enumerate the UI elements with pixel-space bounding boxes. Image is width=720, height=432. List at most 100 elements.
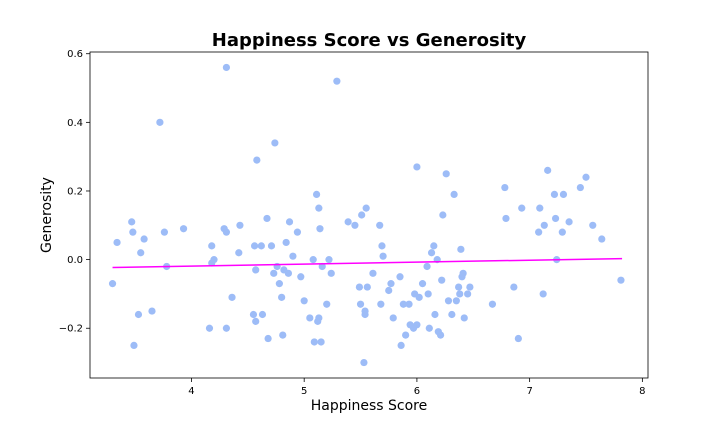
data-point xyxy=(129,228,137,236)
data-point xyxy=(379,252,387,260)
chart-title: Happiness Score vs Generosity xyxy=(212,30,527,51)
data-point xyxy=(510,283,518,291)
data-point xyxy=(356,300,365,308)
data-point xyxy=(413,163,421,171)
data-point xyxy=(264,334,272,343)
data-point xyxy=(108,280,117,288)
data-point xyxy=(250,242,259,250)
data-points xyxy=(108,63,625,367)
data-point xyxy=(514,334,522,343)
data-point xyxy=(130,341,138,349)
data-point xyxy=(387,280,395,288)
data-point xyxy=(228,293,236,301)
data-point xyxy=(466,283,474,291)
data-point xyxy=(297,273,305,281)
data-point xyxy=(293,228,302,236)
data-point xyxy=(205,324,214,332)
data-point xyxy=(284,269,292,277)
data-point xyxy=(559,190,568,199)
data-point xyxy=(425,324,433,332)
data-point xyxy=(544,166,552,174)
data-point xyxy=(396,273,404,281)
data-point xyxy=(351,221,359,229)
data-point xyxy=(363,283,371,291)
plot-frame xyxy=(89,51,649,379)
x-tick-label: 5 xyxy=(301,386,307,397)
data-point xyxy=(376,221,384,229)
data-point xyxy=(253,156,261,164)
data-point xyxy=(397,341,405,349)
data-point xyxy=(300,297,308,305)
data-point xyxy=(318,262,326,271)
data-point xyxy=(285,218,294,226)
data-point xyxy=(113,238,121,247)
data-point xyxy=(222,324,230,332)
data-point xyxy=(279,331,287,339)
x-axis-label: Happiness Score xyxy=(311,398,428,414)
data-point xyxy=(361,307,369,315)
data-point xyxy=(536,204,544,212)
data-point xyxy=(362,204,370,212)
data-point xyxy=(306,314,314,322)
data-point xyxy=(222,63,230,72)
data-point xyxy=(450,190,458,199)
data-point xyxy=(282,238,290,247)
data-point xyxy=(378,242,386,250)
data-point xyxy=(325,256,333,264)
axis-ticks: 4 5 6 7 8 −0.2 0.0 0.2 0.4 0.6 xyxy=(59,49,646,397)
data-point xyxy=(235,249,243,257)
y-axis-label: Generosity xyxy=(39,177,55,253)
data-point xyxy=(263,214,271,223)
trendline-layer xyxy=(112,257,623,269)
data-point xyxy=(179,225,188,233)
data-point xyxy=(316,225,324,233)
y-tick-label: 0.2 xyxy=(67,186,83,197)
data-point xyxy=(518,204,526,212)
data-point xyxy=(501,183,509,192)
data-point xyxy=(582,173,590,181)
data-point xyxy=(360,358,368,367)
data-point xyxy=(431,310,439,319)
data-point xyxy=(448,310,456,319)
data-point xyxy=(160,228,168,236)
data-point xyxy=(275,280,283,288)
x-tick-label: 7 xyxy=(526,386,532,397)
data-point xyxy=(438,276,446,284)
data-point xyxy=(405,300,413,308)
data-point xyxy=(459,269,467,277)
data-point xyxy=(444,297,453,305)
data-point xyxy=(539,290,547,298)
data-point xyxy=(436,331,445,339)
x-tick-label: 6 xyxy=(414,386,420,397)
data-point xyxy=(439,211,447,219)
data-point xyxy=(452,297,460,305)
y-tick-label: 0.0 xyxy=(67,255,83,266)
data-point xyxy=(344,218,352,226)
data-point xyxy=(427,249,436,257)
data-point xyxy=(589,221,597,229)
data-point xyxy=(456,290,464,298)
data-point xyxy=(289,252,297,260)
data-point xyxy=(430,242,438,250)
data-point xyxy=(460,314,468,322)
data-point xyxy=(455,283,463,291)
data-point xyxy=(317,338,325,346)
data-point xyxy=(278,293,286,301)
data-point xyxy=(312,190,321,199)
data-point xyxy=(271,139,279,147)
data-point xyxy=(576,183,584,192)
data-point xyxy=(551,214,560,223)
data-point xyxy=(140,235,148,243)
data-point xyxy=(267,242,276,250)
y-tick-label: 0.6 xyxy=(67,49,83,60)
y-tick-label: 0.4 xyxy=(67,118,83,129)
data-point xyxy=(309,256,317,264)
data-point xyxy=(327,269,335,277)
data-point xyxy=(355,283,364,291)
data-point xyxy=(565,218,573,226)
data-point xyxy=(257,242,265,250)
data-point xyxy=(222,228,230,236)
y-tick-label: −0.2 xyxy=(59,324,83,335)
data-point xyxy=(423,262,431,271)
